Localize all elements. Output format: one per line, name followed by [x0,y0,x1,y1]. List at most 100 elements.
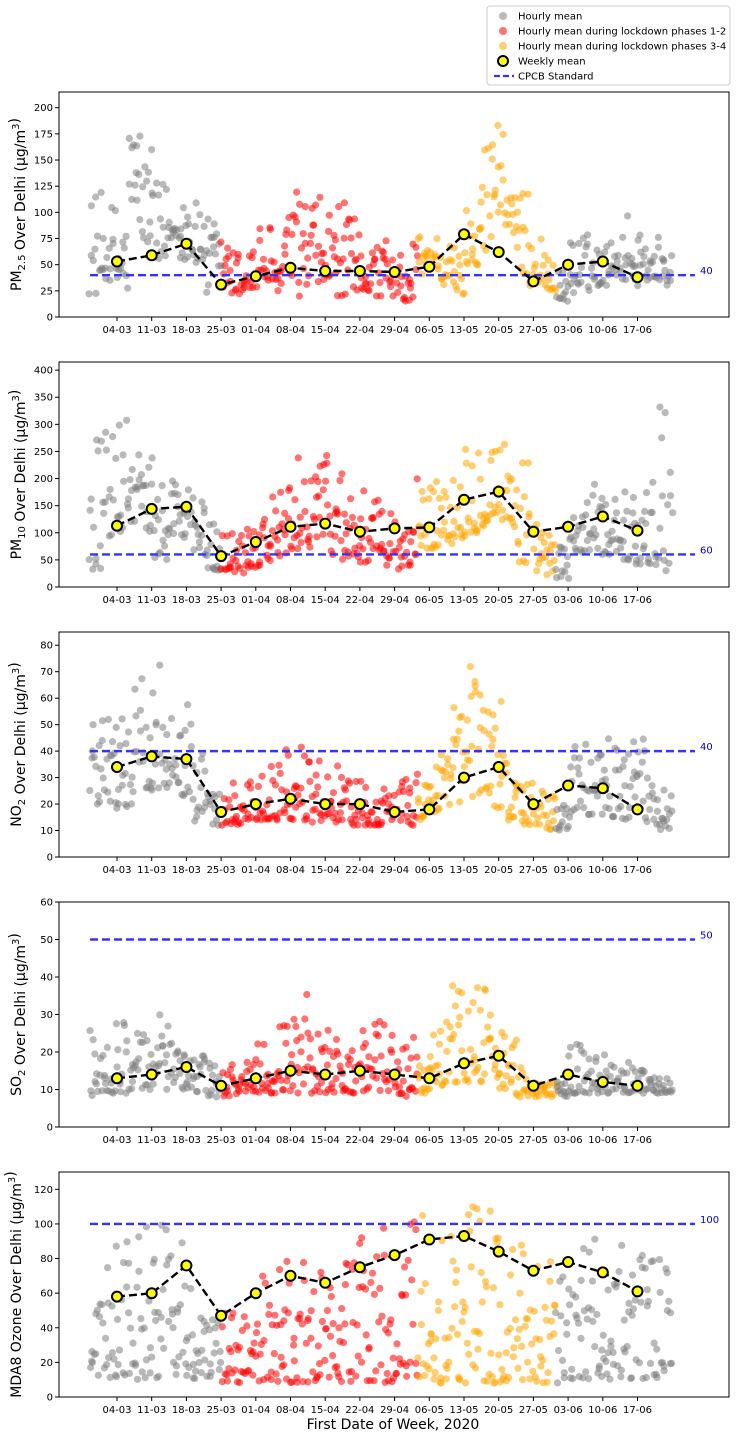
hourly-point [177,731,185,740]
hourly-point [598,494,606,502]
hourly-point [580,804,588,812]
y-tick-label: 75 [40,234,53,245]
hourly-point [347,1377,355,1385]
hourly-point [144,238,152,246]
y-axis-label-part: ) [7,662,23,667]
hourly-point [399,1077,407,1085]
cpcb-standard-label: 40 [700,742,713,753]
hourly-point [135,170,143,178]
hourly-point [406,561,414,569]
weekly-mean-marker [319,517,332,530]
hourly-point [365,1053,373,1061]
hourly-point [346,1056,354,1064]
hourly-point [151,760,159,768]
hourly-point [418,1212,427,1220]
hourly-point [108,1349,117,1357]
weekly-mean-marker [284,1269,297,1282]
hourly-point [531,260,539,268]
hourly-point [189,494,197,502]
hourly-point [514,540,523,548]
hourly-point [477,224,485,232]
hourly-point [644,1297,653,1306]
hourly-point [567,1083,575,1091]
hourly-point [328,1080,336,1088]
hourly-point [281,242,289,250]
hourly-point [108,738,117,746]
hourly-point [561,1079,569,1088]
hourly-point [297,784,305,792]
weekly-mean-marker [562,520,575,533]
hourly-point [135,1055,143,1063]
weekly-mean-marker [353,525,366,538]
hourly-point [389,1354,397,1362]
hourly-point [409,821,417,829]
hourly-point [425,1085,434,1093]
hourly-point [507,1075,515,1083]
hourly-point [201,1055,209,1063]
hourly-point [519,190,527,198]
hourly-point [295,278,303,286]
hourly-point [452,1266,461,1274]
hourly-point [304,538,313,546]
hourly-point [481,986,489,995]
hourly-point [179,204,187,212]
hourly-point [636,554,645,562]
hourly-point [605,805,613,813]
hourly-point [666,1309,675,1317]
hourly-point [388,1048,396,1056]
hourly-point [563,1330,571,1338]
x-tick-label: 10-06 [588,325,617,336]
hourly-point [655,1075,664,1083]
hourly-point [449,982,457,990]
y-axis-label-part: 2 [17,1070,28,1076]
hourly-point [201,1356,209,1364]
hourly-point [321,1043,329,1052]
hourly-point [283,1257,291,1265]
hourly-point [139,183,147,191]
hourly-point [646,805,654,814]
hourly-point [376,1086,384,1094]
hourly-point [393,1340,401,1348]
hourly-point [126,1324,135,1332]
x-tick-label: 11-03 [137,325,166,336]
hourly-point [415,1373,423,1381]
y-tick-label: 100 [34,1219,53,1230]
x-tick-label: 04-03 [102,1135,131,1146]
hourly-point [452,1278,460,1287]
hourly-point [414,795,422,803]
hourly-point [552,565,560,574]
hourly-point [123,1037,131,1045]
hourly-point [265,1310,273,1318]
y-tick-label: 50 [40,555,53,566]
hourly-point [316,1371,324,1379]
hourly-point [497,162,505,170]
weekly-mean-marker [353,1064,366,1077]
hourly-point [128,1085,136,1093]
hourly-point [406,784,414,792]
hourly-point [97,188,105,197]
y-tick-label: 50 [40,260,53,271]
hourly-point [215,1366,223,1374]
hourly-point [581,251,589,259]
hourly-point [229,779,237,787]
hourly-point [410,1033,418,1041]
x-tick-label: 22-04 [345,595,374,606]
x-tick-label: 22-04 [345,865,374,876]
hourly-point [149,689,157,697]
hourly-point [145,1297,153,1305]
hourly-point [133,1029,142,1037]
hourly-point [332,1074,340,1083]
hourly-point [183,253,192,261]
hourly-point [368,808,376,816]
hourly-point [281,531,289,539]
hourly-point [474,449,483,457]
hourly-point [223,1377,231,1385]
hourly-point [339,1339,348,1347]
hourly-point [97,564,105,573]
hourly-point [469,793,477,801]
hourly-point [301,203,309,211]
hourly-point [565,1052,573,1060]
hourly-point [238,1073,246,1081]
hourly-point [402,1043,410,1051]
hourly-point [317,1268,325,1276]
